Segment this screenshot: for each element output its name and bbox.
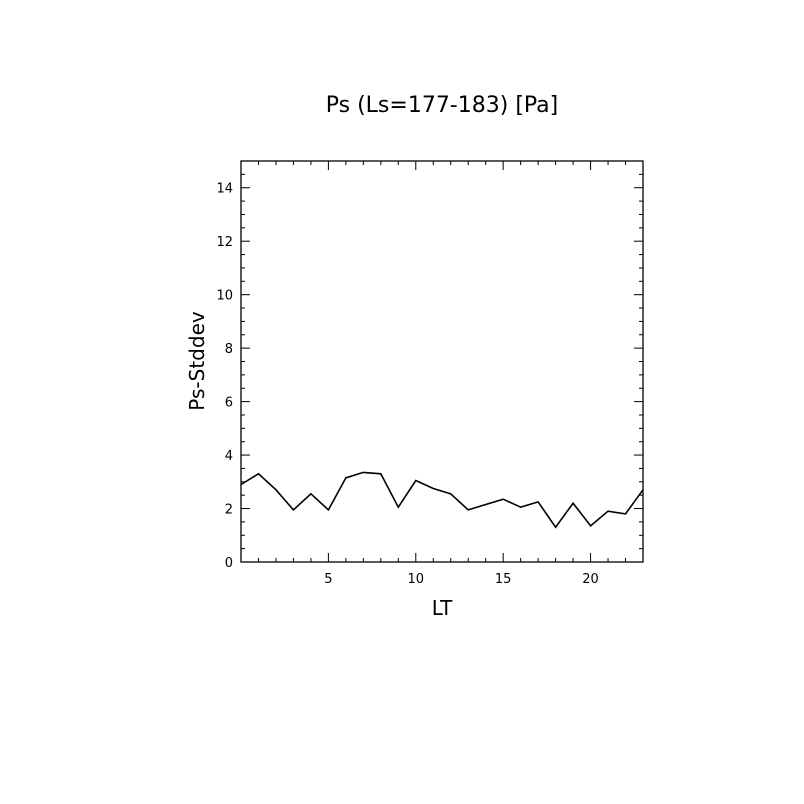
chart-title: Ps (Ls=177-183) [Pa]	[326, 93, 559, 118]
y-tick-label: 6	[225, 396, 233, 411]
x-tick-label: 10	[408, 572, 425, 587]
x-tick-label: 15	[495, 572, 512, 587]
y-tick-label: 12	[216, 235, 233, 250]
x-tick-label: 20	[582, 572, 599, 587]
y-tick-label: 10	[216, 289, 233, 304]
x-axis-label: LT	[432, 596, 453, 620]
y-tick-label: 2	[225, 503, 233, 518]
y-tick-label: 0	[225, 556, 233, 571]
y-tick-label: 4	[225, 449, 233, 464]
y-tick-label: 8	[225, 342, 233, 357]
y-axis-label: Ps-Stddev	[185, 311, 209, 411]
series-line	[240, 471, 644, 529]
plot-area: 5 10 15 20 0 2 4 6 8 10 12 14	[216, 160, 644, 587]
x-tick-label: 5	[324, 572, 332, 587]
y-tick-label: 14	[216, 182, 233, 197]
